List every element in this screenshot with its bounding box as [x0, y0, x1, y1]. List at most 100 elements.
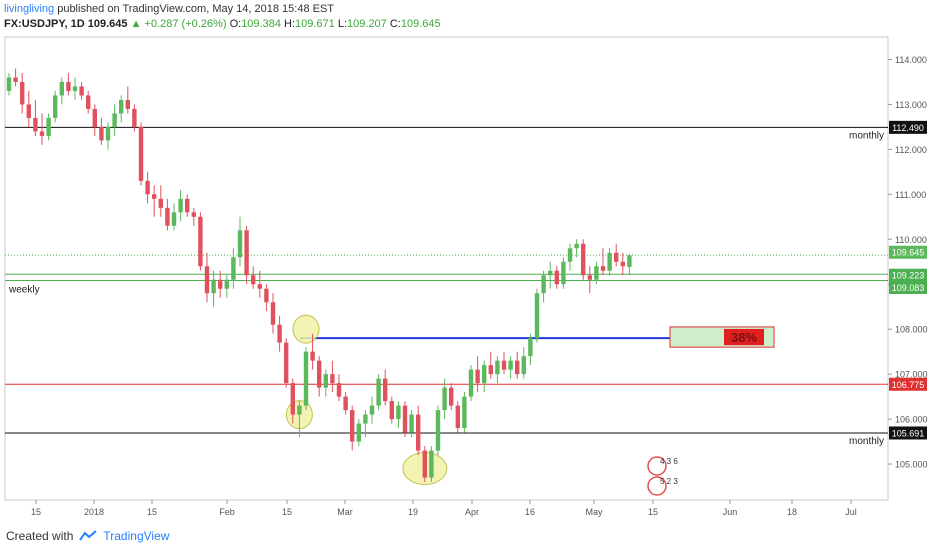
candle — [402, 401, 408, 438]
candle-body — [488, 365, 493, 375]
plot-frame — [4, 36, 889, 501]
time-tick-label: Jun — [723, 507, 738, 517]
candle-body — [231, 257, 236, 280]
candle — [343, 392, 348, 415]
events-badge[interactable]: 4 3 6 5 2 3 — [647, 456, 678, 496]
candle-body — [455, 405, 460, 429]
high-value: 109.671 — [295, 18, 335, 30]
candle-body — [442, 387, 447, 411]
candle-body — [99, 126, 104, 141]
candle-body — [567, 248, 573, 262]
candles — [6, 68, 632, 483]
level-price-label: 109.223 — [892, 271, 925, 281]
candle — [53, 90, 58, 123]
time-axis[interactable]: 15 2018 15 Feb 15 Mar 19 Apr 16 May 15 Jun 18 Jul — [31, 500, 857, 517]
level-price-tag — [889, 268, 927, 282]
candle-body — [66, 81, 71, 91]
candle — [277, 315, 282, 352]
candle — [231, 248, 236, 289]
time-tick-label: 16 — [525, 507, 535, 517]
candle — [363, 410, 368, 438]
candle — [158, 185, 163, 217]
candle — [218, 270, 223, 298]
candle-body — [145, 180, 150, 195]
candle — [46, 113, 51, 141]
high-label: H: — [284, 18, 296, 30]
highlight-ellipse[interactable] — [292, 314, 320, 344]
level-price-tag — [889, 377, 927, 391]
candle-body — [594, 266, 599, 280]
candle — [468, 365, 474, 402]
candle — [257, 270, 262, 298]
candle-body — [389, 401, 394, 420]
price-axis[interactable]: 105.000106.000107.000108.000109.000110.0… — [888, 55, 928, 470]
price-tick-label: 113.000 — [895, 100, 927, 110]
candle — [435, 405, 441, 456]
time-tick-label: May — [585, 507, 603, 517]
candle-body — [534, 293, 540, 339]
author-link[interactable]: livingliving — [4, 3, 55, 15]
candle — [389, 396, 394, 424]
candle — [132, 104, 137, 132]
candle-body — [218, 279, 223, 289]
time-tick-label: Apr — [465, 507, 479, 517]
candle-body — [165, 207, 170, 226]
candle — [112, 104, 117, 136]
tradingview-logo-icon — [79, 530, 98, 541]
candle-body — [6, 77, 12, 91]
candle-body — [198, 216, 203, 267]
candle — [336, 374, 342, 402]
candle — [204, 252, 210, 303]
candle — [317, 356, 322, 397]
candle — [620, 252, 625, 276]
published-text: published on TradingView.com, May 14, 20… — [57, 3, 335, 15]
candle — [501, 351, 507, 375]
level-annotation: weekly — [8, 285, 40, 296]
candle — [244, 225, 249, 285]
events-badge-bottom: 5 2 3 — [660, 477, 678, 486]
candle — [607, 248, 612, 276]
candle — [145, 171, 150, 204]
candle — [92, 104, 97, 136]
candle-body — [112, 113, 117, 127]
time-tick-label: 15 — [147, 507, 157, 517]
candle — [528, 333, 533, 366]
price-tick-label: 111.000 — [895, 190, 926, 200]
publisher-line: livingliving published on TradingView.co… — [4, 3, 334, 15]
candle — [310, 333, 315, 370]
events-badge-top: 4 3 6 — [660, 457, 678, 466]
candle-body — [257, 284, 262, 289]
candle — [627, 254, 632, 275]
symbol-label[interactable]: FX:USDJPY, 1D — [4, 18, 85, 30]
level-price-label: 112.490 — [892, 123, 924, 133]
time-tick-label: 15 — [648, 507, 658, 517]
candle-body — [356, 423, 361, 442]
fib-zone[interactable]: 38% — [669, 326, 775, 348]
candle-body — [92, 108, 97, 127]
candle-body — [435, 410, 441, 451]
candle — [237, 216, 243, 267]
low-label: L: — [337, 18, 348, 30]
candle — [330, 360, 335, 393]
price-chart[interactable]: 105.000106.000107.000108.000109.000110.0… — [0, 0, 932, 525]
candle — [515, 351, 520, 379]
candle — [548, 261, 553, 289]
change-arrow-icon: ▲ — [130, 18, 142, 30]
candle-body — [336, 383, 342, 397]
candle-body — [501, 360, 507, 370]
price-tick-label: 105.000 — [895, 460, 928, 470]
candle — [165, 198, 170, 231]
fib-label-box — [724, 328, 764, 346]
tradingview-brand-link[interactable]: TradingView — [103, 529, 170, 543]
candle-body — [284, 342, 289, 384]
candle-body — [515, 360, 520, 375]
candle-body — [39, 131, 45, 136]
horizontal-levels[interactable]: 112.490 monthly 109.645 109.223 109.083 weekl… — [5, 120, 927, 447]
candle-body — [402, 405, 408, 433]
candle — [290, 378, 295, 424]
candle-body — [383, 378, 388, 402]
candle — [541, 270, 546, 303]
candle-body — [548, 270, 553, 276]
candle — [574, 239, 579, 258]
level-price-tag — [889, 120, 927, 134]
